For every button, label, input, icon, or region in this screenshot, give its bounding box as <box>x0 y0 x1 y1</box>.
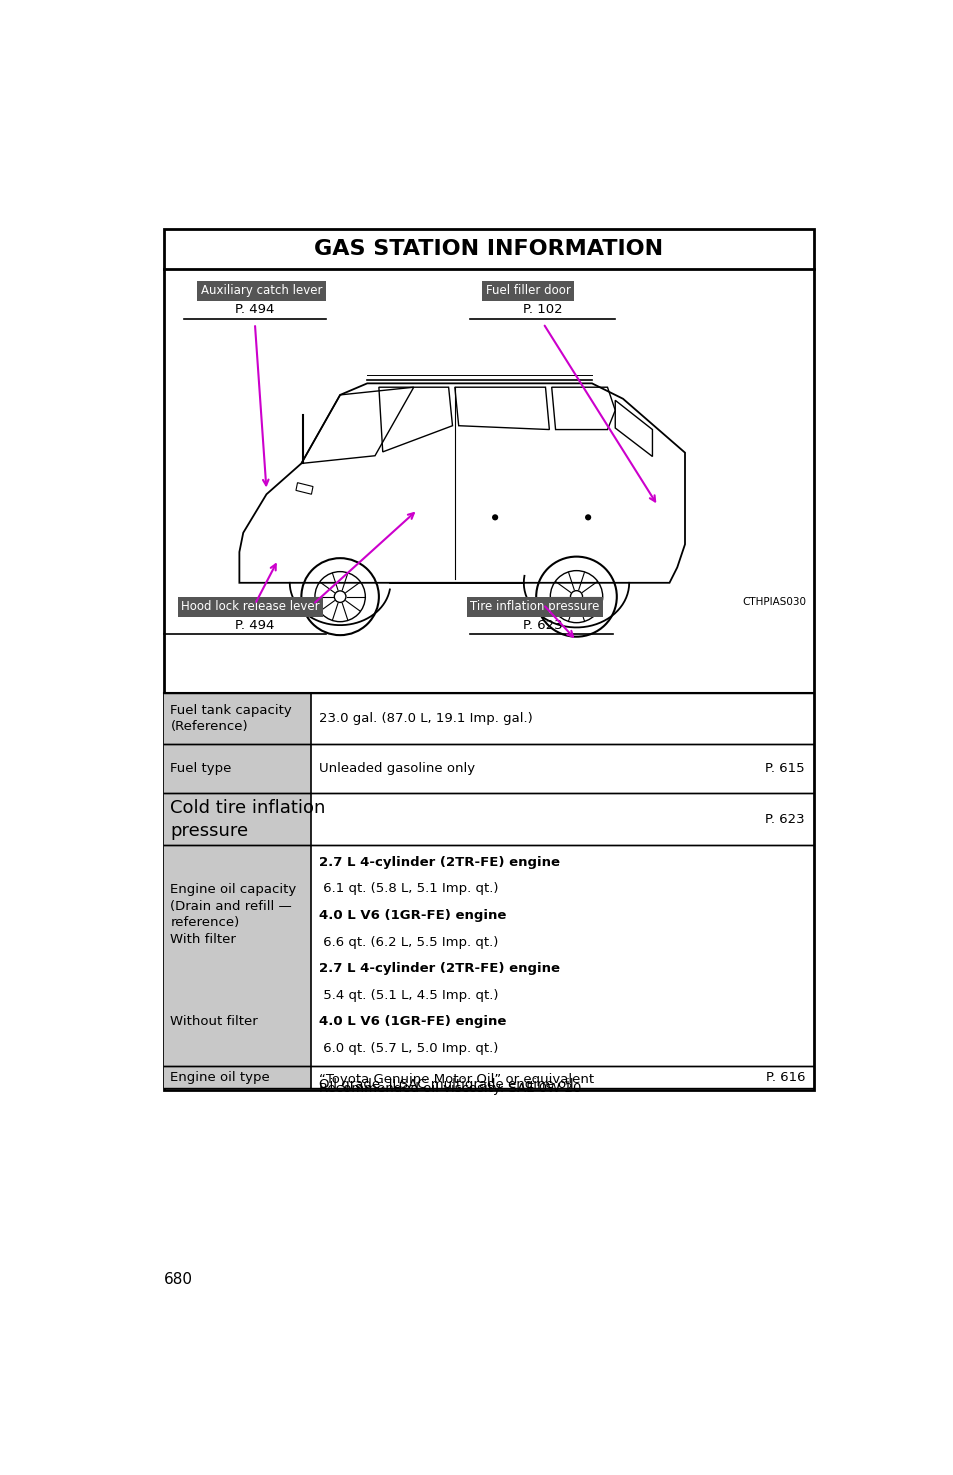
Circle shape <box>584 515 591 521</box>
Text: Engine oil capacity
(Drain and refill —
reference)
With filter




Without filte: Engine oil capacity (Drain and refill — … <box>171 884 296 1028</box>
Bar <box>164 693 311 745</box>
Text: Tire inflation pressure: Tire inflation pressure <box>470 600 599 614</box>
Text: 6.1 qt. (5.8 L, 5.1 Imp. qt.): 6.1 qt. (5.8 L, 5.1 Imp. qt.) <box>319 882 498 895</box>
Text: 680: 680 <box>164 1271 193 1288</box>
Bar <box>164 845 311 1066</box>
Text: “Toyota Genuine Motor Oil” or equivalent: “Toyota Genuine Motor Oil” or equivalent <box>319 1074 594 1086</box>
Text: Cold tire inflation
pressure: Cold tire inflation pressure <box>171 799 325 839</box>
Text: Oil grade: ILSAC multigrade engine oil: Oil grade: ILSAC multigrade engine oil <box>319 1078 573 1092</box>
Text: 23.0 gal. (87.0 L, 19.1 Imp. gal.): 23.0 gal. (87.0 L, 19.1 Imp. gal.) <box>319 712 533 726</box>
Text: CTHPIAS030: CTHPIAS030 <box>741 597 805 608</box>
Text: P. 616: P. 616 <box>765 1071 804 1084</box>
Text: Hood lock release lever: Hood lock release lever <box>181 600 319 614</box>
Bar <box>164 1066 311 1089</box>
Text: P. 615: P. 615 <box>764 763 804 776</box>
Text: P. 623: P. 623 <box>764 813 804 826</box>
Text: P. 494: P. 494 <box>235 618 274 631</box>
Text: 6.0 qt. (5.7 L, 5.0 Imp. qt.): 6.0 qt. (5.7 L, 5.0 Imp. qt.) <box>319 1043 498 1055</box>
Text: P. 494: P. 494 <box>235 302 274 316</box>
Text: Fuel type: Fuel type <box>171 763 232 776</box>
Text: 4.0 L V6 (1GR-FE) engine: 4.0 L V6 (1GR-FE) engine <box>319 909 506 922</box>
Text: Auxiliary catch lever: Auxiliary catch lever <box>200 285 322 298</box>
Text: 5.4 qt. (5.1 L, 4.5 Imp. qt.): 5.4 qt. (5.1 L, 4.5 Imp. qt.) <box>319 988 498 1002</box>
Text: Recommended oil viscosity: SAE 0W-20: Recommended oil viscosity: SAE 0W-20 <box>319 1083 581 1096</box>
Text: Fuel filler door: Fuel filler door <box>485 285 570 298</box>
Text: Fuel tank capacity
(Reference): Fuel tank capacity (Reference) <box>171 704 292 733</box>
Bar <box>311 794 812 845</box>
Bar <box>311 1066 812 1089</box>
Text: P. 623: P. 623 <box>523 618 562 631</box>
Text: 4.0 L V6 (1GR-FE) engine: 4.0 L V6 (1GR-FE) engine <box>319 1015 506 1028</box>
Bar <box>164 229 813 1090</box>
Text: 2.7 L 4-cylinder (2TR-FE) engine: 2.7 L 4-cylinder (2TR-FE) engine <box>319 962 559 975</box>
Text: 6.6 qt. (6.2 L, 5.5 Imp. qt.): 6.6 qt. (6.2 L, 5.5 Imp. qt.) <box>319 935 498 948</box>
Text: Engine oil type: Engine oil type <box>171 1071 270 1084</box>
Circle shape <box>492 515 497 521</box>
Bar <box>164 794 311 845</box>
Text: P. 102: P. 102 <box>523 302 562 316</box>
Bar <box>164 745 311 794</box>
Text: GAS STATION INFORMATION: GAS STATION INFORMATION <box>314 239 662 260</box>
Bar <box>311 745 812 794</box>
Bar <box>311 845 812 1066</box>
Text: Unleaded gasoline only: Unleaded gasoline only <box>319 763 475 776</box>
Text: 2.7 L 4-cylinder (2TR-FE) engine: 2.7 L 4-cylinder (2TR-FE) engine <box>319 855 559 869</box>
Bar <box>311 693 812 745</box>
